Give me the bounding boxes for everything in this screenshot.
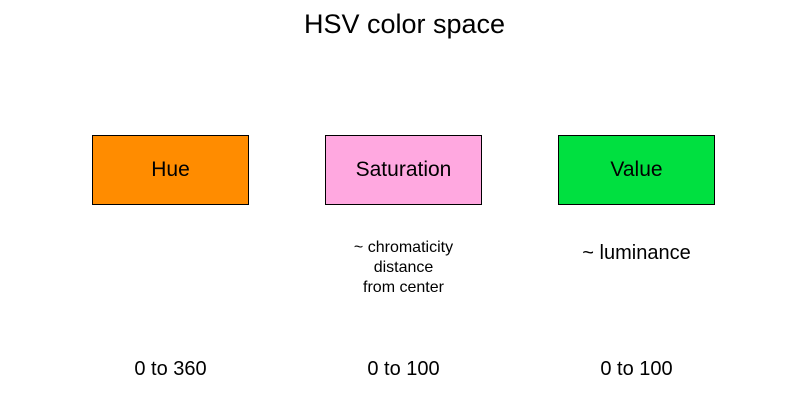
value-description: ~ luminance [540,240,733,266]
saturation-description: ~ chromaticity distance from center [310,238,497,298]
hue-range: 0 to 360 [134,358,207,380]
diagram-title: HSV color space [303,9,506,39]
value-range: 0 to 100 [600,358,673,380]
saturation-description-line: distance [373,259,434,276]
hue-label: Hue [151,158,190,181]
saturation-description-line: from center [363,279,444,296]
value-description-line: ~ luminance [582,242,691,264]
saturation-label: Saturation [355,158,452,181]
saturation-box: Saturation [325,135,482,205]
value-label: Value [610,158,663,181]
saturation-description-line: ~ chromaticity [353,239,454,256]
saturation-range: 0 to 100 [367,358,440,380]
hue-box: Hue [92,135,249,205]
value-box: Value [558,135,715,205]
